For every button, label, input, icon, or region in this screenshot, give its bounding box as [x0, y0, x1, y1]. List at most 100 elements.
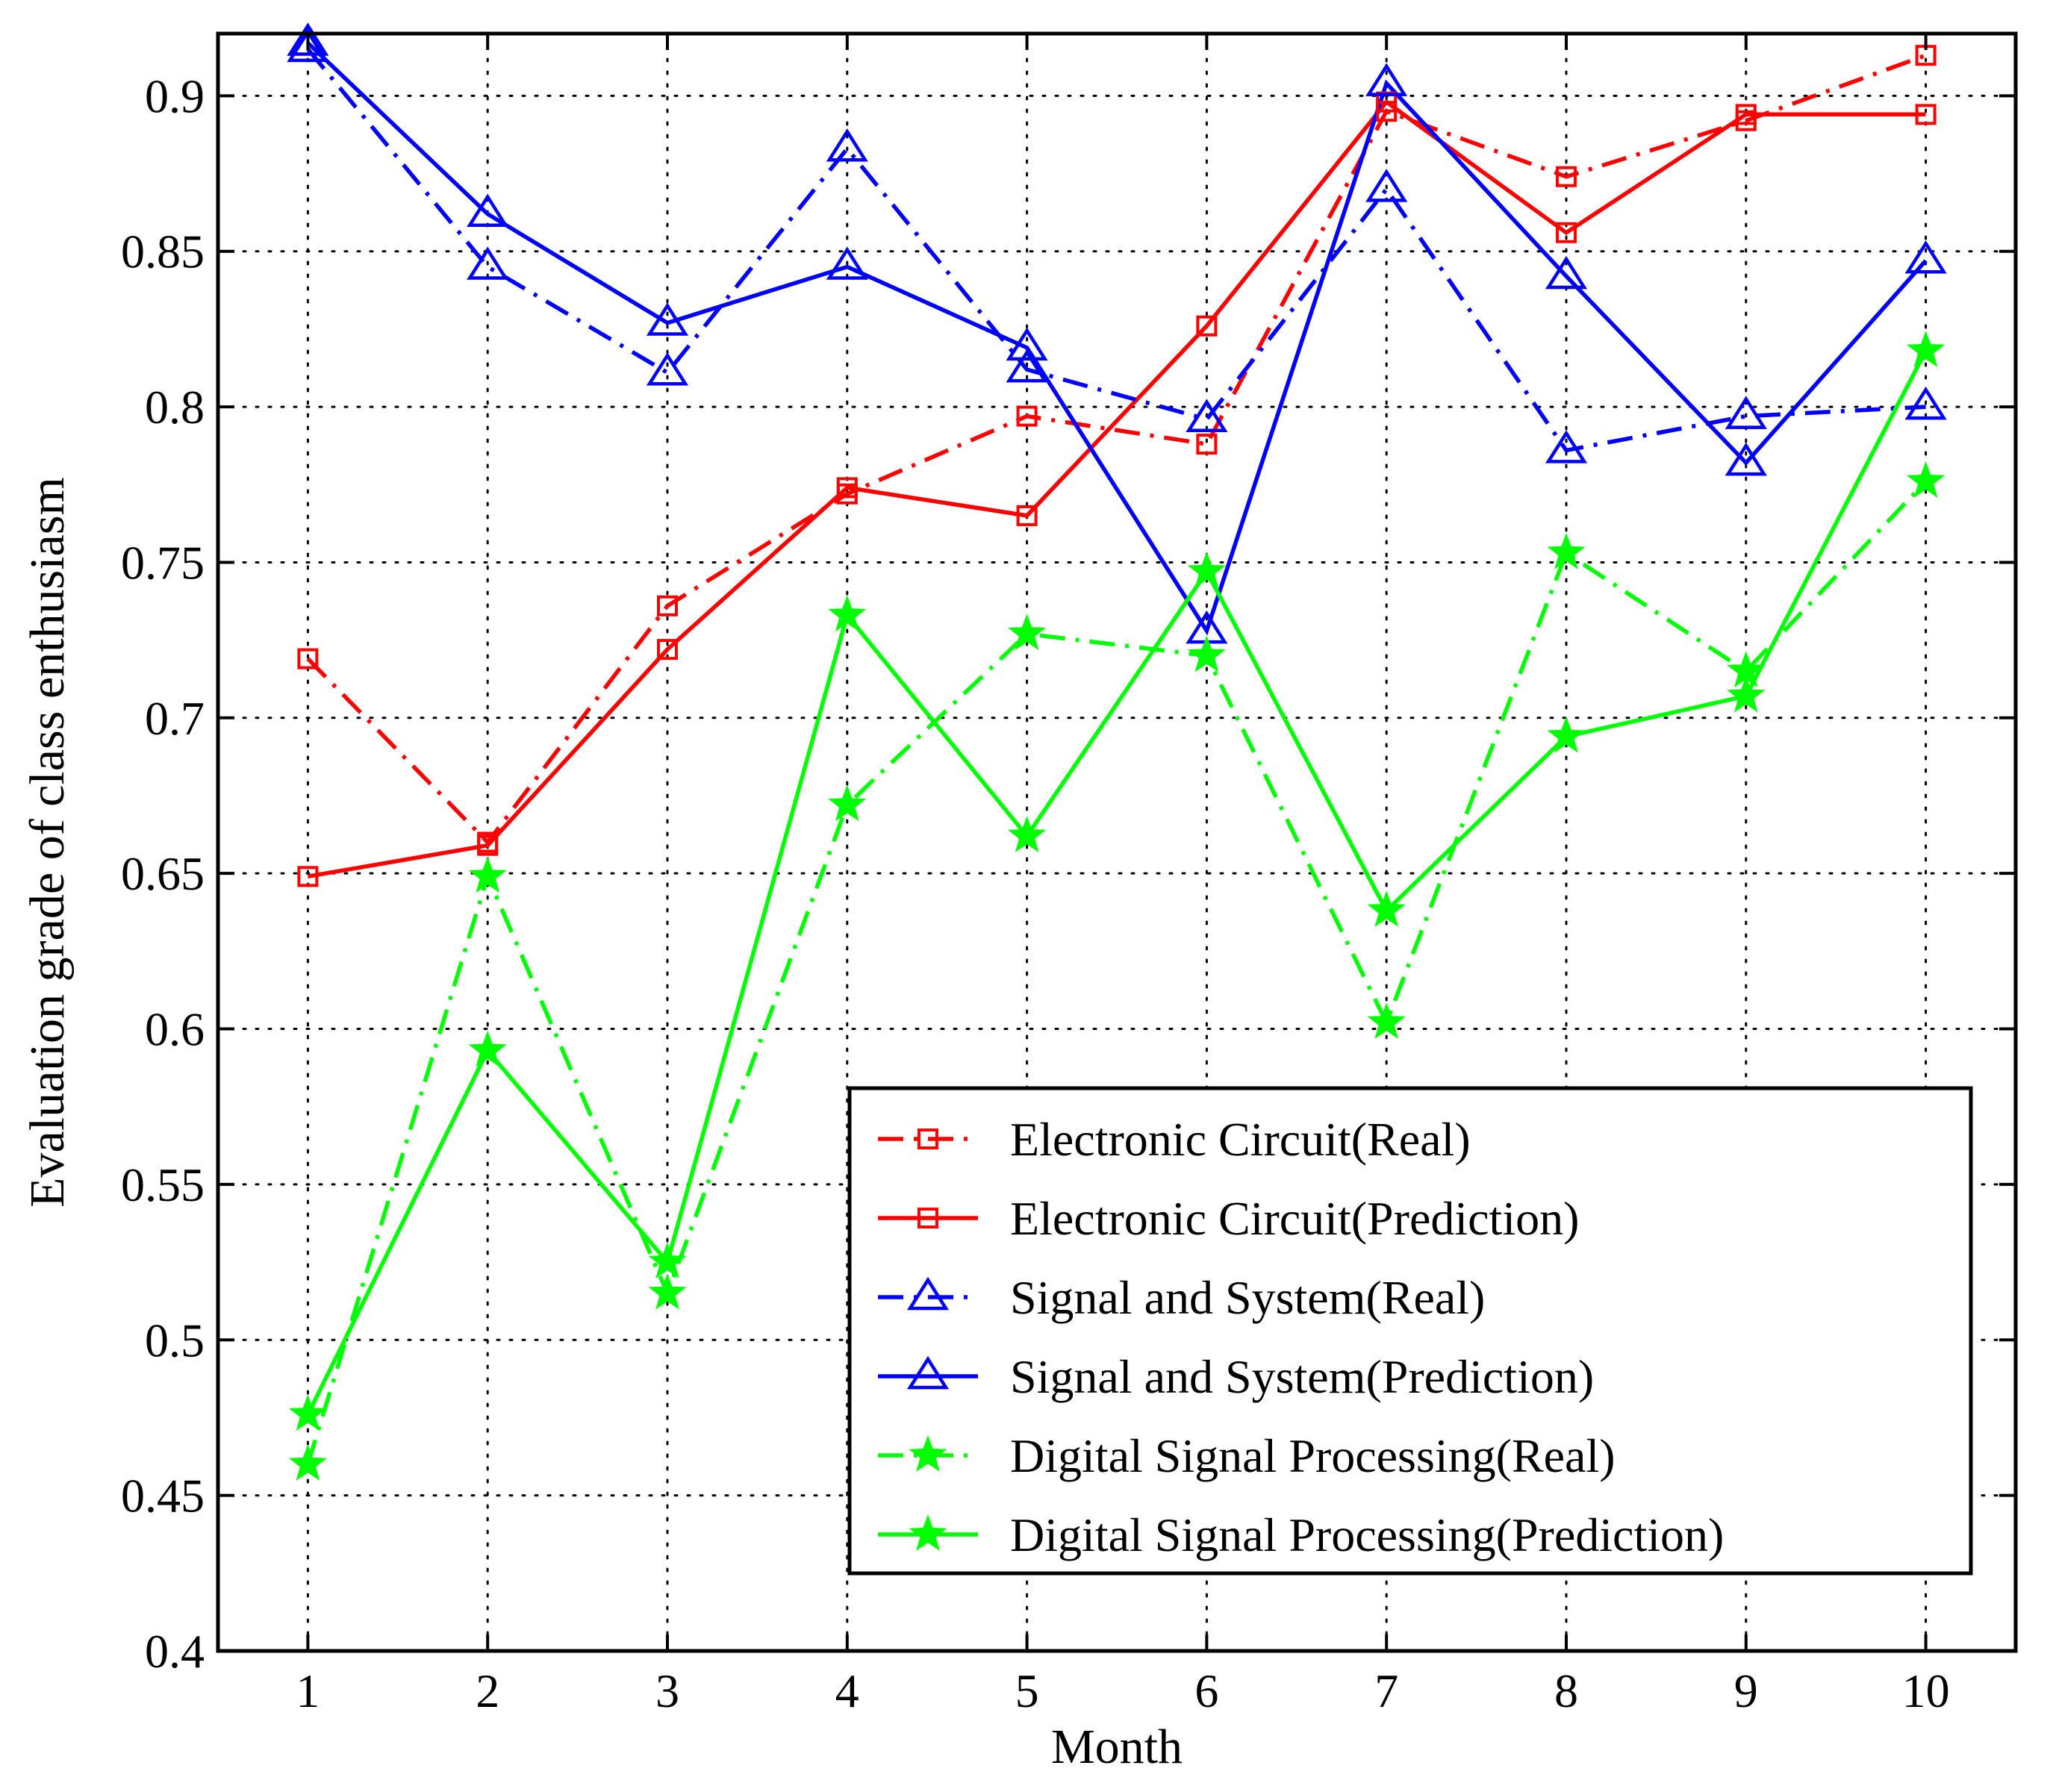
x-tick-label: 3 — [655, 1664, 679, 1717]
legend-marker — [918, 1128, 938, 1149]
x-tick-label: 4 — [835, 1664, 859, 1717]
legend-marker — [906, 1276, 950, 1311]
data-point-marker — [648, 1242, 687, 1279]
data-point-marker — [288, 1394, 327, 1432]
series-line-4 — [306, 41, 1928, 636]
legend-label: Signal and System(Prediction) — [1010, 1350, 1594, 1403]
data-point-marker — [288, 1444, 327, 1481]
data-point-marker — [1196, 434, 1218, 455]
data-point-marker — [826, 246, 868, 280]
data-point-marker — [1545, 430, 1588, 463]
x-tick-label: 2 — [476, 1664, 499, 1717]
legend-marker — [906, 1355, 950, 1390]
y-axis-title: Evaluation grade of class enthusiasm — [20, 477, 75, 1208]
series-lines — [305, 41, 1928, 1465]
data-point-marker — [1907, 461, 1945, 498]
x-axis-title: Month — [1051, 1720, 1183, 1774]
data-point-marker — [646, 302, 689, 336]
data-point-marker — [287, 22, 329, 56]
data-point-marker — [1008, 614, 1047, 651]
data-point-marker — [826, 128, 868, 162]
x-tick-label: 9 — [1734, 1664, 1758, 1717]
legend: Electronic Circuit(Real) Electronic Circu… — [847, 1086, 1973, 1576]
x-tick-label: 8 — [1554, 1664, 1578, 1717]
data-markers — [287, 22, 1947, 1481]
series-line-5 — [305, 480, 1928, 1465]
data-point-marker — [1556, 222, 1577, 243]
legend-marker — [909, 1435, 947, 1472]
data-point-marker — [1735, 104, 1757, 125]
y-tick-label: 0.4 — [145, 1625, 205, 1678]
data-point-marker — [1196, 315, 1218, 337]
data-point-marker — [1545, 255, 1588, 290]
x-tick-label: 1 — [296, 1664, 320, 1717]
x-tick-label: 6 — [1194, 1664, 1218, 1717]
data-point-marker — [1367, 890, 1406, 927]
data-point-marker — [1547, 716, 1586, 753]
x-tick-label: 7 — [1374, 1664, 1398, 1717]
series-line-6 — [305, 349, 1928, 1416]
data-point-marker — [468, 856, 507, 893]
y-tick-label: 0.7 — [145, 692, 205, 745]
y-tick-label: 0.45 — [121, 1470, 205, 1523]
data-point-marker — [1915, 104, 1937, 125]
y-tick-label: 0.65 — [121, 847, 205, 900]
data-point-marker — [1006, 349, 1048, 383]
data-point-marker — [836, 477, 858, 499]
data-point-marker — [1008, 816, 1047, 852]
data-point-marker — [657, 639, 678, 661]
data-point-marker — [828, 784, 867, 822]
data-point-marker — [1365, 63, 1408, 96]
data-point-marker — [287, 28, 329, 63]
legend-label: Digital Signal Processing(Real) — [1010, 1429, 1616, 1482]
data-point-marker — [297, 866, 319, 887]
legend-marker — [918, 1208, 938, 1229]
y-tick-label: 0.55 — [121, 1158, 205, 1211]
data-point-marker — [1725, 442, 1767, 476]
data-point-marker — [1907, 331, 1945, 367]
data-point-marker — [828, 595, 867, 632]
y-tick-label: 0.9 — [145, 69, 205, 122]
data-point-marker — [646, 352, 689, 386]
y-tick-label: 0.75 — [121, 536, 205, 589]
data-point-marker — [467, 193, 509, 227]
legend-box — [847, 1086, 1973, 1576]
x-tick-label: 10 — [1902, 1664, 1950, 1717]
data-point-marker — [1006, 327, 1048, 361]
y-tick-label: 0.5 — [145, 1314, 205, 1367]
legend-label: Electronic Circuit(Prediction) — [1010, 1192, 1579, 1245]
data-point-marker — [1904, 386, 1947, 420]
data-point-marker — [1904, 240, 1947, 274]
data-point-marker — [1547, 533, 1586, 569]
series-line-1 — [306, 53, 1927, 846]
data-point-marker — [648, 1273, 687, 1310]
data-point-marker — [477, 834, 499, 856]
data-point-marker — [1186, 399, 1228, 432]
data-point-marker — [468, 1030, 507, 1067]
data-point-marker — [467, 246, 509, 280]
data-point-marker — [1187, 552, 1226, 588]
plot-area-frame — [216, 31, 2018, 1653]
y-tick-label: 0.85 — [121, 225, 205, 278]
data-point-marker — [1367, 1002, 1406, 1039]
legend-label: Signal and System(Real) — [1010, 1271, 1485, 1324]
data-point-marker — [1016, 505, 1038, 526]
data-point-marker — [1187, 635, 1226, 672]
x-tick-label: 5 — [1015, 1664, 1039, 1717]
legend-label: Electronic Circuit(Real) — [1010, 1113, 1471, 1166]
series-line-2 — [307, 99, 1926, 879]
data-point-marker — [657, 595, 678, 616]
data-point-marker — [1725, 396, 1767, 429]
y-tick-label: 0.6 — [145, 1003, 205, 1056]
data-point-marker — [297, 648, 319, 669]
y-tick-label: 0.8 — [145, 381, 205, 434]
data-point-marker — [1556, 166, 1577, 187]
data-point-marker — [1365, 169, 1408, 202]
legend-label: Digital Signal Processing(Prediction) — [1010, 1508, 1724, 1561]
data-point-marker — [1727, 675, 1766, 713]
data-point-marker — [1016, 405, 1038, 427]
legend-marker — [909, 1514, 947, 1551]
axis-ticks: 0.4 0.45 0.5 0.55 0.6 0.65 0.7 0.75 0.8 0.85 0.9 1 2… — [121, 34, 2016, 1717]
series-line-3 — [306, 48, 1926, 453]
